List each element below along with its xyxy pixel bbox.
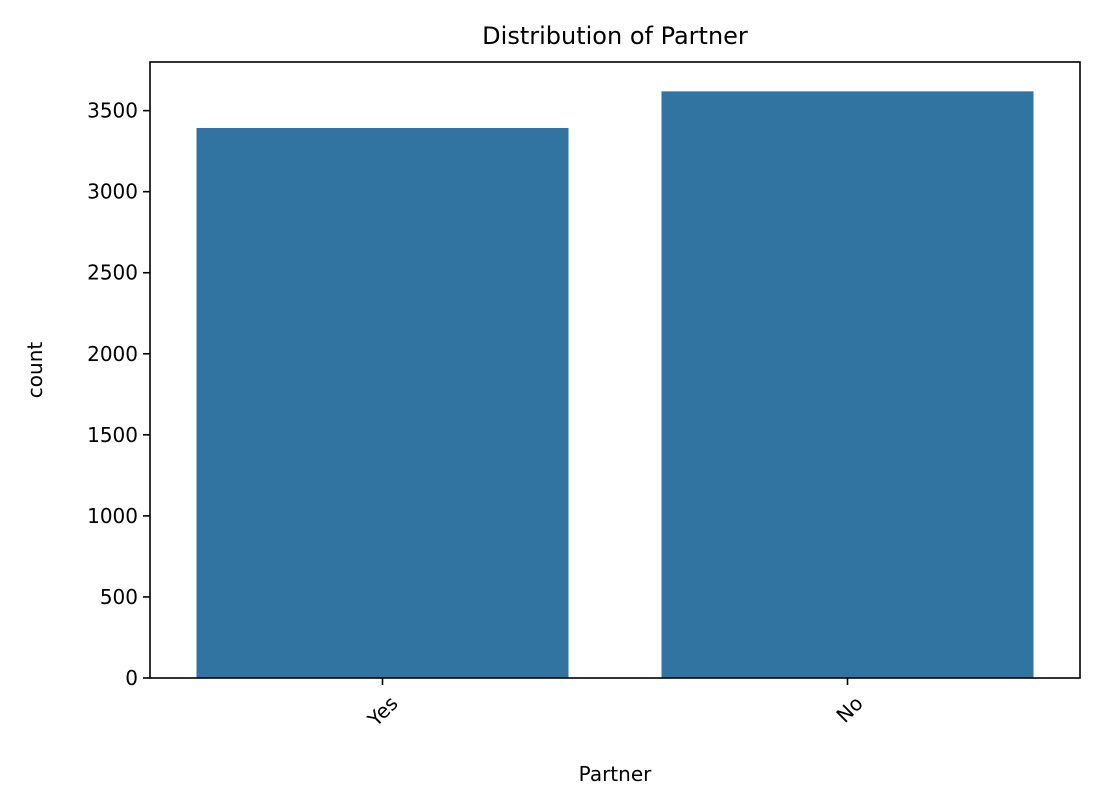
y-tick-label: 500 xyxy=(100,585,138,609)
y-tick-label: 1000 xyxy=(87,504,138,528)
y-tick-label: 3500 xyxy=(87,99,138,123)
y-tick-label: 3000 xyxy=(87,180,138,204)
x-axis: Yes No xyxy=(362,678,868,732)
bar-yes xyxy=(196,127,569,678)
x-tick-label: Yes xyxy=(362,691,403,732)
chart-title: Distribution of Partner xyxy=(482,22,748,50)
y-tick-label: 2500 xyxy=(87,261,138,285)
plot-frame xyxy=(149,61,1081,679)
x-tick-label: No xyxy=(831,691,867,727)
y-axis-label: count xyxy=(23,342,47,399)
y-tick-label: 2000 xyxy=(87,342,138,366)
y-tick-label: 0 xyxy=(125,666,138,690)
y-tick-label: 1500 xyxy=(87,423,138,447)
bar-no xyxy=(661,91,1034,678)
x-axis-label: Partner xyxy=(579,762,652,786)
bars-layer xyxy=(196,91,1034,678)
y-axis: 0 500 1000 1500 2000 2500 3000 3500 xyxy=(87,99,150,690)
